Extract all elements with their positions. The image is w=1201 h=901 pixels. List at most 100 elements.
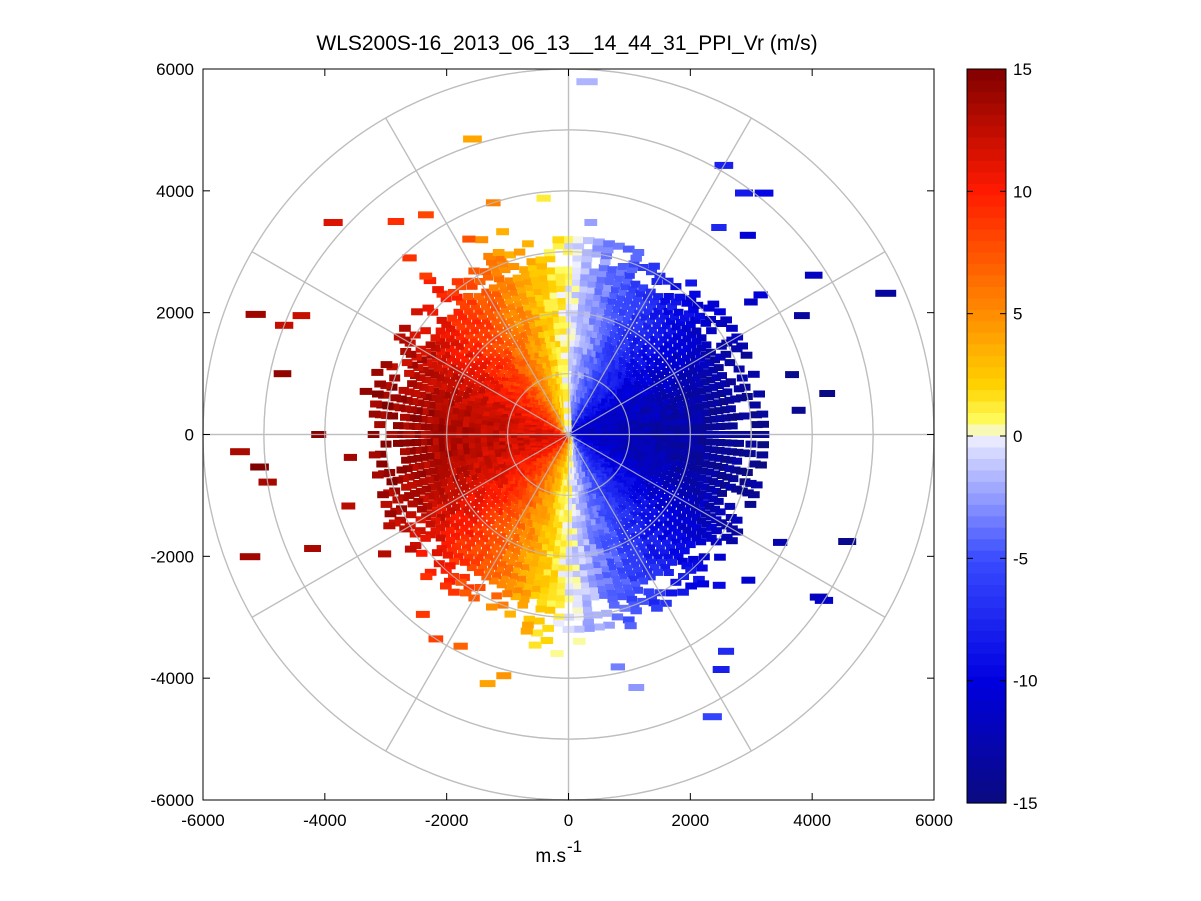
velocity-cell xyxy=(591,331,599,338)
velocity-cell xyxy=(661,393,669,401)
velocity-cell xyxy=(439,479,448,486)
velocity-cell xyxy=(646,317,655,325)
velocity-cell xyxy=(486,373,494,381)
velocity-cell xyxy=(492,434,499,442)
velocity-cell xyxy=(393,439,404,447)
velocity-cell xyxy=(637,442,645,450)
velocity-cell xyxy=(430,334,441,342)
velocity-cell xyxy=(646,457,654,465)
velocity-cell xyxy=(583,360,591,368)
velocity-cell xyxy=(459,573,470,581)
velocity-cell xyxy=(378,550,392,558)
velocity-cell xyxy=(634,481,641,489)
velocity-cell xyxy=(536,517,544,525)
velocity-cell xyxy=(511,294,521,302)
polar-spoke-overlay xyxy=(251,433,569,618)
velocity-cell xyxy=(552,509,560,517)
colorbar-band xyxy=(967,80,1006,93)
velocity-cell xyxy=(556,577,566,584)
colorbar-band xyxy=(967,493,1006,506)
velocity-cell xyxy=(756,410,769,418)
velocity-cell xyxy=(660,451,668,459)
velocity-cell xyxy=(592,562,601,570)
velocity-cell xyxy=(529,560,538,568)
velocity-cell xyxy=(682,345,692,353)
velocity-cell xyxy=(533,617,545,625)
velocity-cell xyxy=(665,589,678,597)
velocity-cell xyxy=(504,564,514,572)
velocity-cell xyxy=(569,339,577,347)
colorbar-tick-label: -15 xyxy=(1013,794,1038,813)
velocity-cell xyxy=(650,362,658,369)
colorbar-band xyxy=(967,137,1006,150)
velocity-cell xyxy=(560,345,568,353)
velocity-cell xyxy=(411,423,421,430)
velocity-cell xyxy=(577,546,585,554)
velocity-cell xyxy=(649,444,657,452)
velocity-cell xyxy=(581,533,589,541)
velocity-cell xyxy=(522,584,533,591)
velocity-cell xyxy=(707,461,716,469)
velocity-cell xyxy=(684,385,692,393)
velocity-cell xyxy=(406,414,416,422)
velocity-cell xyxy=(489,369,497,377)
velocity-cell xyxy=(548,533,556,541)
velocity-cell xyxy=(578,570,588,578)
velocity-cell xyxy=(663,293,674,300)
velocity-cell xyxy=(542,292,551,300)
colorbar-tick-label: -10 xyxy=(1013,672,1038,691)
velocity-cell xyxy=(483,357,491,365)
velocity-cell xyxy=(425,452,435,460)
velocity-cell xyxy=(415,462,425,470)
velocity-cell xyxy=(273,370,292,378)
colorbar-band xyxy=(967,275,1006,288)
velocity-cell xyxy=(625,291,636,299)
velocity-cell xyxy=(697,371,707,379)
velocity-cell xyxy=(634,380,641,388)
velocity-cell xyxy=(681,537,691,544)
velocity-cell xyxy=(708,453,718,461)
velocity-cell xyxy=(517,536,525,544)
velocity-cell xyxy=(467,494,475,501)
x-axis-label: m.s xyxy=(535,846,566,867)
velocity-cell xyxy=(553,358,561,366)
velocity-cell xyxy=(667,391,675,399)
velocity-cell xyxy=(587,575,596,583)
velocity-cell xyxy=(564,412,571,420)
velocity-cell xyxy=(492,438,500,446)
colorbar-band xyxy=(967,436,1006,449)
velocity-cell xyxy=(688,464,696,472)
velocity-cell xyxy=(462,470,470,478)
velocity-cell xyxy=(504,297,514,305)
polar-spoke-overlay xyxy=(567,434,752,752)
velocity-cell xyxy=(514,362,522,369)
velocity-cell xyxy=(440,582,452,590)
velocity-cell xyxy=(530,276,541,284)
velocity-cell xyxy=(548,576,558,584)
velocity-cell xyxy=(607,595,618,603)
velocity-cell xyxy=(402,465,413,473)
velocity-cell xyxy=(570,333,578,341)
velocity-cell xyxy=(503,550,512,558)
velocity-cell xyxy=(632,369,640,377)
velocity-cell xyxy=(537,268,548,276)
velocity-cell xyxy=(706,485,716,493)
velocity-cell xyxy=(594,288,604,295)
velocity-cell xyxy=(741,576,756,584)
velocity-cell xyxy=(459,478,467,486)
velocity-cell xyxy=(476,391,483,399)
velocity-cell xyxy=(641,381,649,389)
velocity-cell xyxy=(453,642,468,650)
velocity-cell xyxy=(642,396,650,404)
velocity-cell xyxy=(530,508,538,516)
velocity-cell xyxy=(546,341,553,349)
colorbar-band xyxy=(967,768,1006,781)
velocity-cell xyxy=(441,464,449,472)
velocity-cell xyxy=(659,405,667,413)
velocity-cell xyxy=(524,283,534,291)
colorbar-band xyxy=(967,585,1006,598)
velocity-cell xyxy=(499,286,509,294)
velocity-cell xyxy=(553,321,561,329)
velocity-cell xyxy=(451,455,459,463)
velocity-cell xyxy=(643,439,651,447)
